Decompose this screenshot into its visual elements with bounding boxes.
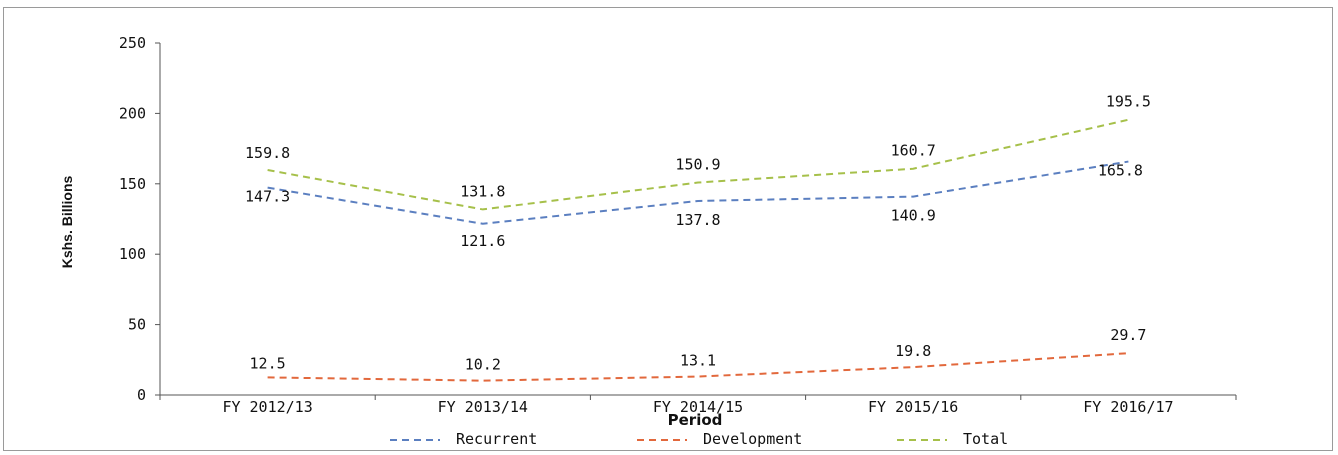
chart-axes: 0 50 100 150 200 250 FY 2012/13 FY 2013/14 FY 20… [119,34,1237,416]
data-label-development: 29.7 [1110,326,1146,344]
y-tick-label: 250 [119,34,146,52]
y-axis-label: Kshs. Billions [59,176,75,269]
data-label-total: 195.5 [1106,93,1151,111]
data-label-recurrent: 165.8 [1098,162,1143,180]
x-tick-label: FY 2012/13 [222,398,312,416]
data-label-development: 10.2 [465,356,501,374]
y-tick-label: 0 [137,386,146,404]
data-label-recurrent: 140.9 [891,207,936,225]
x-tick-label: FY 2014/15 [653,398,743,416]
series-lines [267,118,1129,382]
legend-label-recurrent: Recurrent [456,430,537,448]
x-axis-label: Period [668,411,723,429]
legend-label-total: Total [963,430,1008,448]
data-label-development: 13.1 [680,352,716,370]
legend: Recurrent Development Total [390,430,1008,448]
data-label-development: 19.8 [895,342,931,360]
data-label-total: 150.9 [675,156,720,174]
series-line-recurrent [267,160,1129,225]
data-label-recurrent: 137.8 [675,211,720,229]
y-tick-label: 100 [119,245,146,263]
data-label-recurrent: 147.3 [245,188,290,206]
x-tick-label: FY 2015/16 [868,398,958,416]
data-labels: 147.3 121.6 137.8 140.9 165.8 12.5 10.2 13.1 19.… [245,93,1151,374]
data-label-development: 12.5 [250,354,286,372]
y-tick-label: 200 [119,104,146,122]
data-label-total: 159.8 [245,144,290,162]
x-tick-label: FY 2013/14 [438,398,528,416]
y-tick-label: 50 [128,316,146,334]
data-label-recurrent: 121.6 [460,232,505,250]
data-label-total: 131.8 [460,182,505,200]
data-label-total: 160.7 [891,142,936,160]
legend-label-development: Development [703,430,802,448]
series-line-total [267,118,1129,211]
x-tick-label: FY 2016/17 [1083,398,1173,416]
y-tick-label: 150 [119,175,146,193]
